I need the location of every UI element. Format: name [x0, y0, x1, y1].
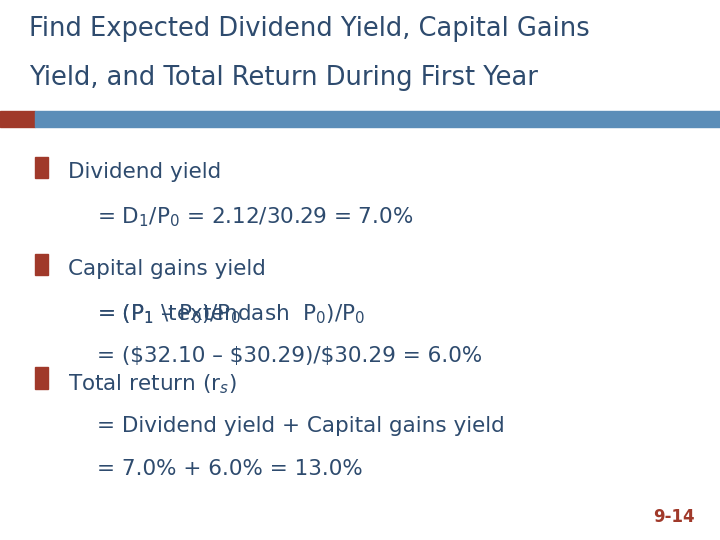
Bar	[35, 367, 48, 389]
Text: Capital gains yield: Capital gains yield	[68, 259, 266, 279]
Text: = (P$_1$ – P$_0$)/P$_0$: = (P$_1$ – P$_0$)/P$_0$	[97, 302, 241, 326]
Text: Find Expected Dividend Yield, Capital Gains: Find Expected Dividend Yield, Capital Ga…	[29, 16, 590, 42]
Text: Dividend yield: Dividend yield	[68, 162, 222, 182]
Text: 9-14: 9-14	[653, 509, 695, 526]
Text: = 7.0% + 6.0% = 13.0%: = 7.0% + 6.0% = 13.0%	[97, 459, 363, 479]
Text: = (P$_1$ \textendash  P$_0$)/P$_0$: = (P$_1$ \textendash P$_0$)/P$_0$	[97, 302, 366, 326]
Bar	[35, 254, 48, 275]
Text: = Dividend yield + Capital gains yield: = Dividend yield + Capital gains yield	[97, 416, 505, 436]
Bar	[35, 111, 720, 127]
Text: = ($32.10 – $30.29)/$30.29 = 6.0%: = ($32.10 – $30.29)/$30.29 = 6.0%	[97, 346, 482, 366]
Text: Yield, and Total Return During First Year: Yield, and Total Return During First Yea…	[29, 65, 538, 91]
Bar	[35, 157, 48, 178]
Text: = D$_1$/P$_0$ = $2.12/$30.29 = 7.0%: = D$_1$/P$_0$ = $2.12/$30.29 = 7.0%	[97, 205, 413, 229]
Bar	[0, 111, 35, 127]
Text: Total return (r$_s$): Total return (r$_s$)	[68, 373, 237, 396]
